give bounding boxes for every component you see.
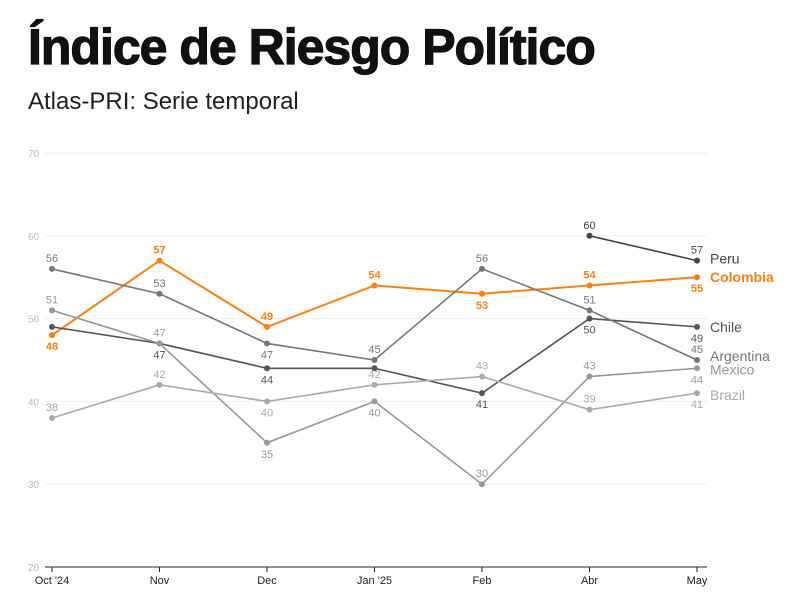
x-tick-label: Abr (581, 575, 598, 587)
data-label-mexico: 47 (153, 327, 165, 339)
data-point-mexico (156, 340, 163, 347)
data-point-colombia (479, 290, 485, 297)
data-label-chile: 44 (261, 374, 273, 386)
data-point-peru (586, 232, 593, 239)
series-line-mexico (51, 309, 698, 486)
data-label-brazil: 40 (261, 407, 273, 419)
data-point-colombia (264, 323, 270, 330)
data-label-brazil: 38 (46, 402, 58, 414)
data-point-brazil (264, 398, 270, 405)
data-point-mexico (479, 481, 485, 488)
data-label-brazil: 43 (476, 361, 488, 373)
data-point-mexico (264, 439, 270, 446)
data-label-argentina: 47 (261, 349, 273, 361)
data-label-chile: 50 (583, 325, 595, 337)
series-line-peru (589, 235, 698, 262)
series-name-brazil: Brazil (710, 387, 745, 403)
y-tick-label: 50 (28, 315, 40, 326)
data-label-mexico: 44 (691, 374, 703, 386)
chart-title: Índice de Riesgo Político (27, 18, 596, 75)
y-tick-label: 30 (28, 480, 40, 491)
chart-subtitle: Atlas-PRI: Serie temporal (28, 88, 299, 115)
data-label-brazil: 41 (691, 399, 703, 411)
data-point-brazil (49, 414, 55, 421)
data-label-argentina: 51 (583, 294, 595, 306)
data-point-argentina (479, 265, 485, 272)
x-tick-label: Feb (473, 575, 492, 587)
y-tick-label: 60 (28, 232, 40, 243)
data-label-peru: 60 (583, 220, 595, 232)
data-point-colombia (156, 257, 163, 264)
data-point-mexico (586, 373, 593, 380)
data-label-mexico: 51 (46, 294, 58, 306)
data-point-mexico (49, 307, 55, 314)
data-point-chile (49, 323, 55, 330)
data-label-argentina: 45 (368, 344, 380, 356)
data-label-argentina: 45 (691, 344, 703, 356)
data-label-brazil: 42 (368, 369, 380, 381)
series-name-argentina: Argentina (710, 348, 770, 364)
data-label-mexico: 35 (261, 449, 273, 461)
x-tick-label: Nov (150, 575, 170, 587)
data-point-brazil (371, 381, 378, 388)
data-point-colombia (371, 282, 378, 289)
data-point-argentina (694, 357, 700, 363)
data-label-peru: 57 (691, 245, 703, 257)
data-point-brazil (694, 390, 700, 397)
data-label-argentina: 56 (476, 253, 488, 265)
y-tick-label: 70 (28, 149, 40, 160)
series-name-mexico: Mexico (710, 361, 755, 377)
data-label-chile: 41 (476, 399, 488, 411)
y-tick-label: 40 (28, 397, 40, 408)
data-point-colombia (694, 274, 700, 281)
data-label-colombia: 53 (476, 300, 488, 312)
data-point-argentina (156, 290, 163, 297)
data-label-argentina: 56 (46, 253, 58, 265)
data-label-colombia: 54 (583, 269, 596, 281)
data-point-argentina (49, 265, 55, 272)
data-point-chile (586, 315, 593, 322)
x-tick-label: May (687, 575, 708, 587)
data-label-colombia: 57 (153, 245, 165, 257)
data-point-brazil (479, 373, 485, 380)
data-label-colombia: 48 (46, 341, 58, 353)
x-tick-label: Oct '24 (35, 575, 70, 587)
data-label-colombia: 55 (691, 283, 703, 295)
data-point-colombia (49, 332, 55, 339)
data-point-chile (479, 390, 485, 397)
data-point-argentina (371, 357, 378, 363)
data-label-chile: 49 (691, 333, 703, 345)
data-label-colombia: 49 (261, 311, 273, 323)
data-label-brazil: 42 (153, 369, 165, 381)
y-tick-label: 20 (28, 563, 40, 574)
series-name-peru: Peru (710, 251, 740, 267)
data-point-brazil (586, 406, 593, 413)
data-label-brazil: 39 (583, 394, 595, 406)
x-tick-label: Jan '25 (357, 575, 392, 587)
data-label-mexico: 30 (476, 468, 488, 480)
data-point-colombia (586, 282, 593, 289)
data-point-chile (371, 365, 378, 372)
series-name-colombia: Colombia (710, 269, 774, 285)
data-label-mexico: 43 (583, 361, 595, 373)
data-point-mexico (694, 365, 700, 372)
data-label-mexico: 40 (368, 407, 380, 419)
series-name-chile: Chile (710, 319, 742, 335)
x-tick-label: Dec (257, 575, 277, 587)
data-point-brazil (156, 381, 163, 388)
data-point-mexico (371, 398, 378, 405)
data-point-peru (694, 257, 700, 264)
data-point-chile (264, 365, 270, 372)
data-point-argentina (264, 340, 270, 347)
data-label-colombia: 54 (368, 269, 381, 281)
data-point-chile (694, 323, 700, 330)
data-label-argentina: 53 (153, 278, 165, 290)
data-point-argentina (586, 307, 593, 314)
data-label-chile: 47 (153, 349, 165, 361)
